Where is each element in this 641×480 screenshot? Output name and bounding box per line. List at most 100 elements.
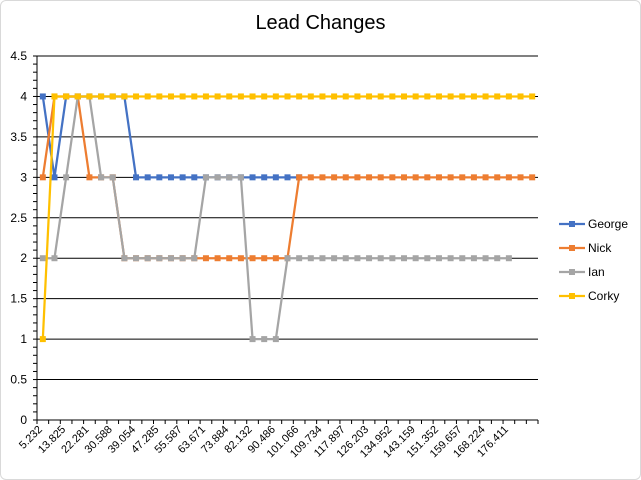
data-point-corky: [261, 93, 268, 100]
data-point-corky: [307, 93, 314, 100]
data-point-ian: [366, 255, 373, 262]
data-point-nick: [226, 255, 233, 262]
data-point-corky: [51, 93, 58, 100]
data-point-george: [249, 174, 256, 181]
y-tick-label: 3.5: [10, 130, 27, 144]
data-point-nick: [377, 174, 384, 181]
data-point-ian: [226, 174, 233, 181]
data-point-ian: [447, 255, 454, 262]
data-point-corky: [482, 93, 489, 100]
data-point-nick: [401, 174, 408, 181]
x-tick-labels: 5.23213.82522.28130.58839.05447.28555.58…: [17, 424, 511, 461]
y-tick-label: 2.5: [10, 211, 27, 225]
legend-label: Corky: [588, 289, 619, 303]
data-point-ian: [98, 174, 105, 181]
data-point-corky: [226, 93, 233, 100]
data-point-corky: [202, 93, 209, 100]
data-point-corky: [109, 93, 116, 100]
data-point-ian: [331, 255, 338, 262]
data-point-corky: [401, 93, 408, 100]
data-point-corky: [156, 93, 163, 100]
data-point-corky: [459, 93, 466, 100]
data-point-ian: [133, 255, 140, 262]
y-tick-label: 4.5: [10, 49, 27, 63]
data-point-nick: [39, 174, 46, 181]
y-tick-label: 0.5: [10, 373, 27, 387]
data-point-ian: [214, 174, 221, 181]
data-point-nick: [296, 174, 303, 181]
legend-swatch-marker: [569, 245, 575, 251]
data-point-ian: [470, 255, 477, 262]
data-point-corky: [342, 93, 349, 100]
data-point-corky: [249, 93, 256, 100]
data-point-nick: [272, 255, 279, 262]
legend-swatch-marker: [569, 269, 575, 275]
data-point-george: [156, 174, 163, 181]
data-point-corky: [214, 93, 221, 100]
legend-item-corky: Corky: [559, 289, 619, 303]
legend: George Nick Ian Corky: [559, 217, 628, 303]
data-point-ian: [191, 255, 198, 262]
axes: [33, 55, 539, 424]
data-point-george: [191, 174, 198, 181]
data-point-corky: [296, 93, 303, 100]
data-point-corky: [435, 93, 442, 100]
data-point-ian: [354, 255, 361, 262]
data-point-ian: [307, 255, 314, 262]
legend-label: George: [588, 217, 628, 231]
data-point-ian: [505, 255, 512, 262]
data-point-nick: [249, 255, 256, 262]
data-point-nick: [86, 174, 93, 181]
data-point-george: [284, 174, 291, 181]
data-point-corky: [319, 93, 326, 100]
y-tick-label: 1: [20, 332, 27, 346]
y-tick-label: 0: [20, 413, 27, 427]
data-point-nick: [482, 174, 489, 181]
data-point-george: [133, 174, 140, 181]
data-point-nick: [529, 174, 536, 181]
data-point-corky: [470, 93, 477, 100]
data-point-nick: [354, 174, 361, 181]
data-point-nick: [202, 255, 209, 262]
legend-swatch-marker: [569, 221, 575, 227]
data-point-nick: [459, 174, 466, 181]
data-point-corky: [167, 93, 174, 100]
data-point-corky: [389, 93, 396, 100]
legend-label: Ian: [588, 265, 605, 279]
data-point-corky: [74, 93, 81, 100]
data-point-ian: [202, 174, 209, 181]
data-point-ian: [179, 255, 186, 262]
data-point-corky: [517, 93, 524, 100]
series-lines: [39, 93, 536, 343]
data-point-nick: [237, 255, 244, 262]
data-point-ian: [39, 255, 46, 262]
data-point-nick: [447, 174, 454, 181]
data-point-nick: [424, 174, 431, 181]
data-point-george: [51, 174, 58, 181]
data-point-nick: [319, 174, 326, 181]
data-point-nick: [331, 174, 338, 181]
data-point-corky: [98, 93, 105, 100]
y-tick-labels: 0 0.5 1 1.5 2 2.5 3 3.5 4 4.5: [10, 49, 27, 427]
data-point-corky: [86, 93, 93, 100]
data-point-corky: [272, 93, 279, 100]
legend-item-nick: Nick: [559, 241, 612, 255]
data-point-nick: [261, 255, 268, 262]
data-point-ian: [342, 255, 349, 262]
data-point-nick: [517, 174, 524, 181]
data-point-ian: [319, 255, 326, 262]
data-point-ian: [109, 174, 116, 181]
data-point-corky: [121, 93, 128, 100]
data-point-ian: [424, 255, 431, 262]
data-point-ian: [459, 255, 466, 262]
data-point-corky: [494, 93, 501, 100]
data-point-corky: [63, 93, 70, 100]
data-point-ian: [482, 255, 489, 262]
data-point-ian: [296, 255, 303, 262]
y-tick-label: 2: [20, 251, 27, 265]
data-point-corky: [377, 93, 384, 100]
data-point-corky: [237, 93, 244, 100]
data-point-george: [261, 174, 268, 181]
data-point-george: [179, 174, 186, 181]
